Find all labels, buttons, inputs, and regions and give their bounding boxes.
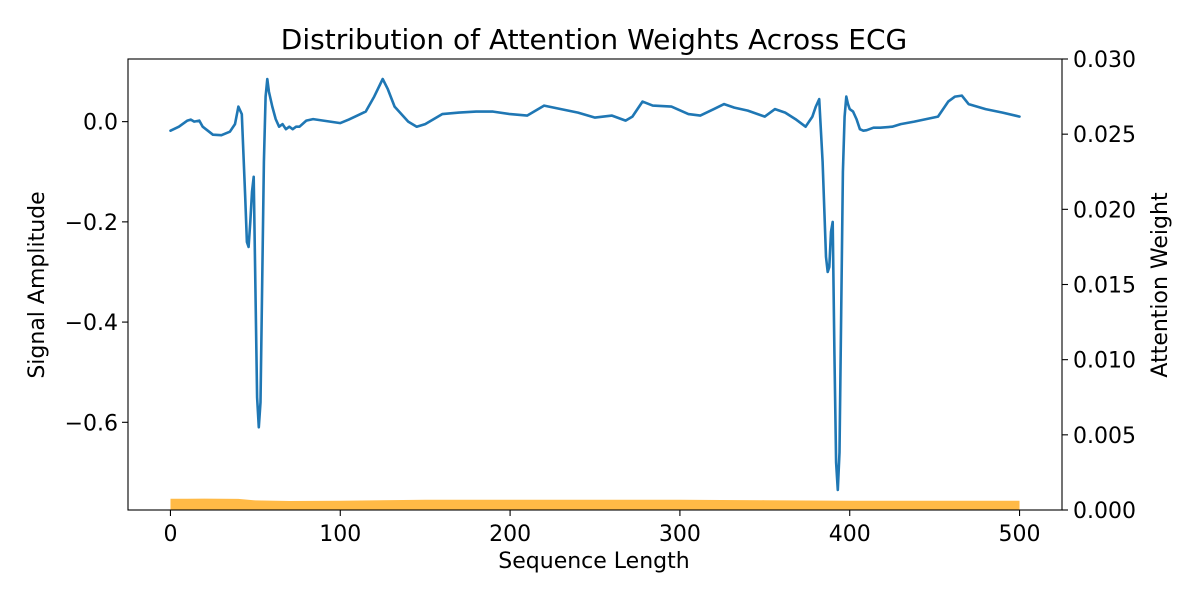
y-right-tick-label: 0.025 bbox=[1073, 123, 1136, 148]
y-right-tick-label: 0.015 bbox=[1073, 274, 1136, 299]
x-tick-label: 100 bbox=[319, 522, 361, 547]
y-right-tick-label: 0.000 bbox=[1073, 499, 1136, 524]
y-left-tick-label: −0.6 bbox=[65, 411, 118, 436]
x-axis-label: Sequence Length bbox=[498, 549, 689, 574]
plot-frame bbox=[127, 58, 1063, 511]
y-left-tick-label: 0.0 bbox=[83, 111, 118, 136]
y-right-tick-label: 0.010 bbox=[1073, 349, 1136, 374]
y-left-tick-label: −0.4 bbox=[65, 311, 118, 336]
x-tick-label: 500 bbox=[999, 522, 1041, 547]
y-right-tick-label: 0.005 bbox=[1073, 424, 1136, 449]
x-tick-label: 400 bbox=[829, 522, 871, 547]
x-tick-label: 300 bbox=[659, 522, 701, 547]
axes: 0 100 200 300 400 500 0.0 −0.2 −0.4 −0.6 0.000 0.00… bbox=[65, 48, 1136, 547]
x-tick-label: 0 bbox=[163, 522, 177, 547]
ecg-signal-line bbox=[169, 77, 1021, 492]
chart-title: Distribution of Attention Weights Across… bbox=[281, 23, 907, 56]
y-axis-right-label: Attention Weight bbox=[1148, 192, 1173, 378]
y-right-tick-label: 0.030 bbox=[1073, 48, 1136, 73]
x-tick-label: 200 bbox=[489, 522, 531, 547]
y-right-tick-label: 0.020 bbox=[1073, 198, 1136, 223]
y-left-tick-label: −0.2 bbox=[65, 211, 118, 236]
plot-area bbox=[169, 77, 1021, 510]
y-axis-left-label: Signal Amplitude bbox=[25, 191, 50, 378]
attention-weight-area bbox=[170, 498, 1020, 510]
